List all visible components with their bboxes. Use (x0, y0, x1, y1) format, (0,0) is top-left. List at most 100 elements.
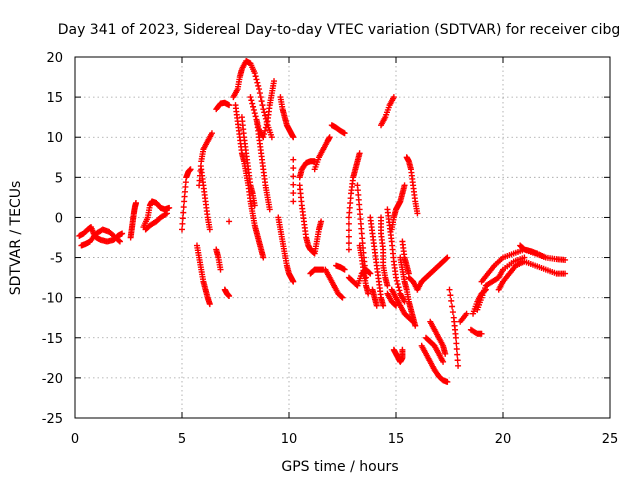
data-point (259, 102, 266, 109)
series-arc-38 (388, 182, 408, 233)
data-point (454, 357, 461, 364)
data-point (253, 76, 260, 83)
data-point (249, 100, 256, 107)
data-point (562, 270, 569, 277)
data-point (290, 190, 297, 197)
data-point (442, 350, 449, 357)
data-point (271, 78, 278, 85)
series-arc-41 (397, 254, 419, 329)
data-point (164, 210, 171, 217)
data-point (341, 266, 348, 273)
data-point (341, 130, 348, 137)
series-arc-12 (213, 99, 233, 113)
data-point (399, 346, 406, 353)
data-point (179, 226, 185, 233)
series-arc-25 (311, 134, 333, 173)
series-arc-23 (296, 182, 325, 257)
data-point (455, 362, 462, 369)
y-axis-title: SDTVAR / TECUs (8, 181, 24, 296)
y-tick-label: 15 (46, 91, 63, 106)
data-point (443, 255, 450, 262)
data-point (179, 220, 186, 227)
x-tick-label: 15 (388, 432, 405, 447)
series-arc-32 (356, 242, 372, 297)
data-point (257, 94, 264, 101)
series-arc-19 (277, 94, 297, 141)
data-point (250, 103, 257, 110)
data-point (250, 106, 257, 113)
data-point (373, 302, 380, 309)
data-point (393, 277, 400, 284)
data-point (254, 79, 261, 86)
data-point (345, 246, 352, 253)
data-point (116, 238, 123, 245)
series-arc-47 (418, 342, 451, 385)
data-point (256, 86, 263, 93)
series-arc-36 (378, 94, 397, 129)
data-point (119, 230, 126, 237)
data-point (266, 206, 273, 213)
data-point (478, 330, 485, 337)
series-arc-43 (399, 238, 412, 277)
data-point (345, 233, 352, 240)
series-arc-33 (367, 214, 387, 309)
data-point (440, 358, 447, 365)
data-point (449, 303, 456, 310)
data-point (562, 256, 569, 263)
data-point (393, 274, 399, 281)
data-point (345, 227, 352, 234)
x-tick-label: 5 (178, 432, 186, 447)
data-point (166, 204, 173, 211)
data-point (396, 287, 403, 294)
series-arc-50 (446, 286, 462, 369)
data-point (261, 131, 268, 138)
data-point (449, 309, 456, 316)
data-point (345, 220, 352, 227)
axis-ticks: 0 5 10 15 20 25 -25 -20 -15 -10 -5 0 5 10 15 20 (42, 51, 619, 447)
data-point (318, 218, 325, 225)
data-point (412, 322, 419, 329)
data-point (392, 301, 399, 308)
x-axis-title: GPS time / hours (281, 459, 398, 475)
series-arc-51 (457, 310, 470, 325)
series-arc-39 (388, 286, 417, 325)
data-point (394, 281, 401, 288)
data-point (444, 254, 451, 261)
data-point (262, 127, 269, 134)
data-point (290, 156, 297, 163)
series-arc-54 (474, 254, 528, 313)
series-arc-34 (369, 286, 380, 309)
x-tick-label: 0 (71, 432, 79, 447)
series-arc-48 (422, 334, 447, 365)
data-point (251, 202, 258, 209)
series-arc-35 (378, 214, 391, 289)
data-point (226, 102, 233, 109)
data-point (247, 94, 254, 101)
data-point (217, 266, 224, 273)
series-arc-10 (213, 246, 224, 273)
series-arc-26 (322, 266, 346, 301)
data-point (255, 82, 262, 89)
data-point (326, 134, 333, 141)
x-tick-label: 10 (281, 432, 298, 447)
data-point (338, 293, 345, 300)
y-tick-label: -20 (42, 372, 63, 387)
data-point (414, 210, 421, 217)
data-point (444, 378, 451, 385)
data-point (365, 290, 372, 297)
data-point (384, 282, 391, 289)
data-point (132, 200, 139, 207)
data-point (390, 94, 397, 101)
data-point (454, 351, 461, 358)
data-point (447, 292, 454, 299)
series-arc-53 (467, 326, 485, 337)
data-point (339, 294, 346, 301)
series-arc-29 (345, 150, 363, 253)
data-point (401, 182, 408, 189)
series-arc-13 (226, 218, 233, 225)
series-arc-20 (275, 214, 297, 285)
x-tick-label: 25 (602, 432, 619, 447)
data-point (187, 166, 194, 173)
series-arc-6 (179, 166, 194, 233)
data-point (206, 226, 213, 233)
